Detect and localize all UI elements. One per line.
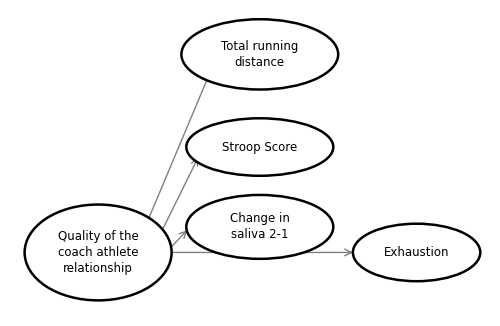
Text: Change in
saliva 2-1: Change in saliva 2-1: [230, 213, 290, 241]
Text: Quality of the
coach athlete
relationship: Quality of the coach athlete relationshi…: [58, 230, 138, 275]
Ellipse shape: [24, 204, 172, 300]
Ellipse shape: [186, 118, 334, 176]
Ellipse shape: [182, 19, 338, 90]
Text: Exhaustion: Exhaustion: [384, 246, 450, 259]
Ellipse shape: [353, 224, 480, 281]
Text: Stroop Score: Stroop Score: [222, 141, 298, 154]
Text: Total running
distance: Total running distance: [221, 40, 298, 69]
Ellipse shape: [186, 195, 334, 259]
